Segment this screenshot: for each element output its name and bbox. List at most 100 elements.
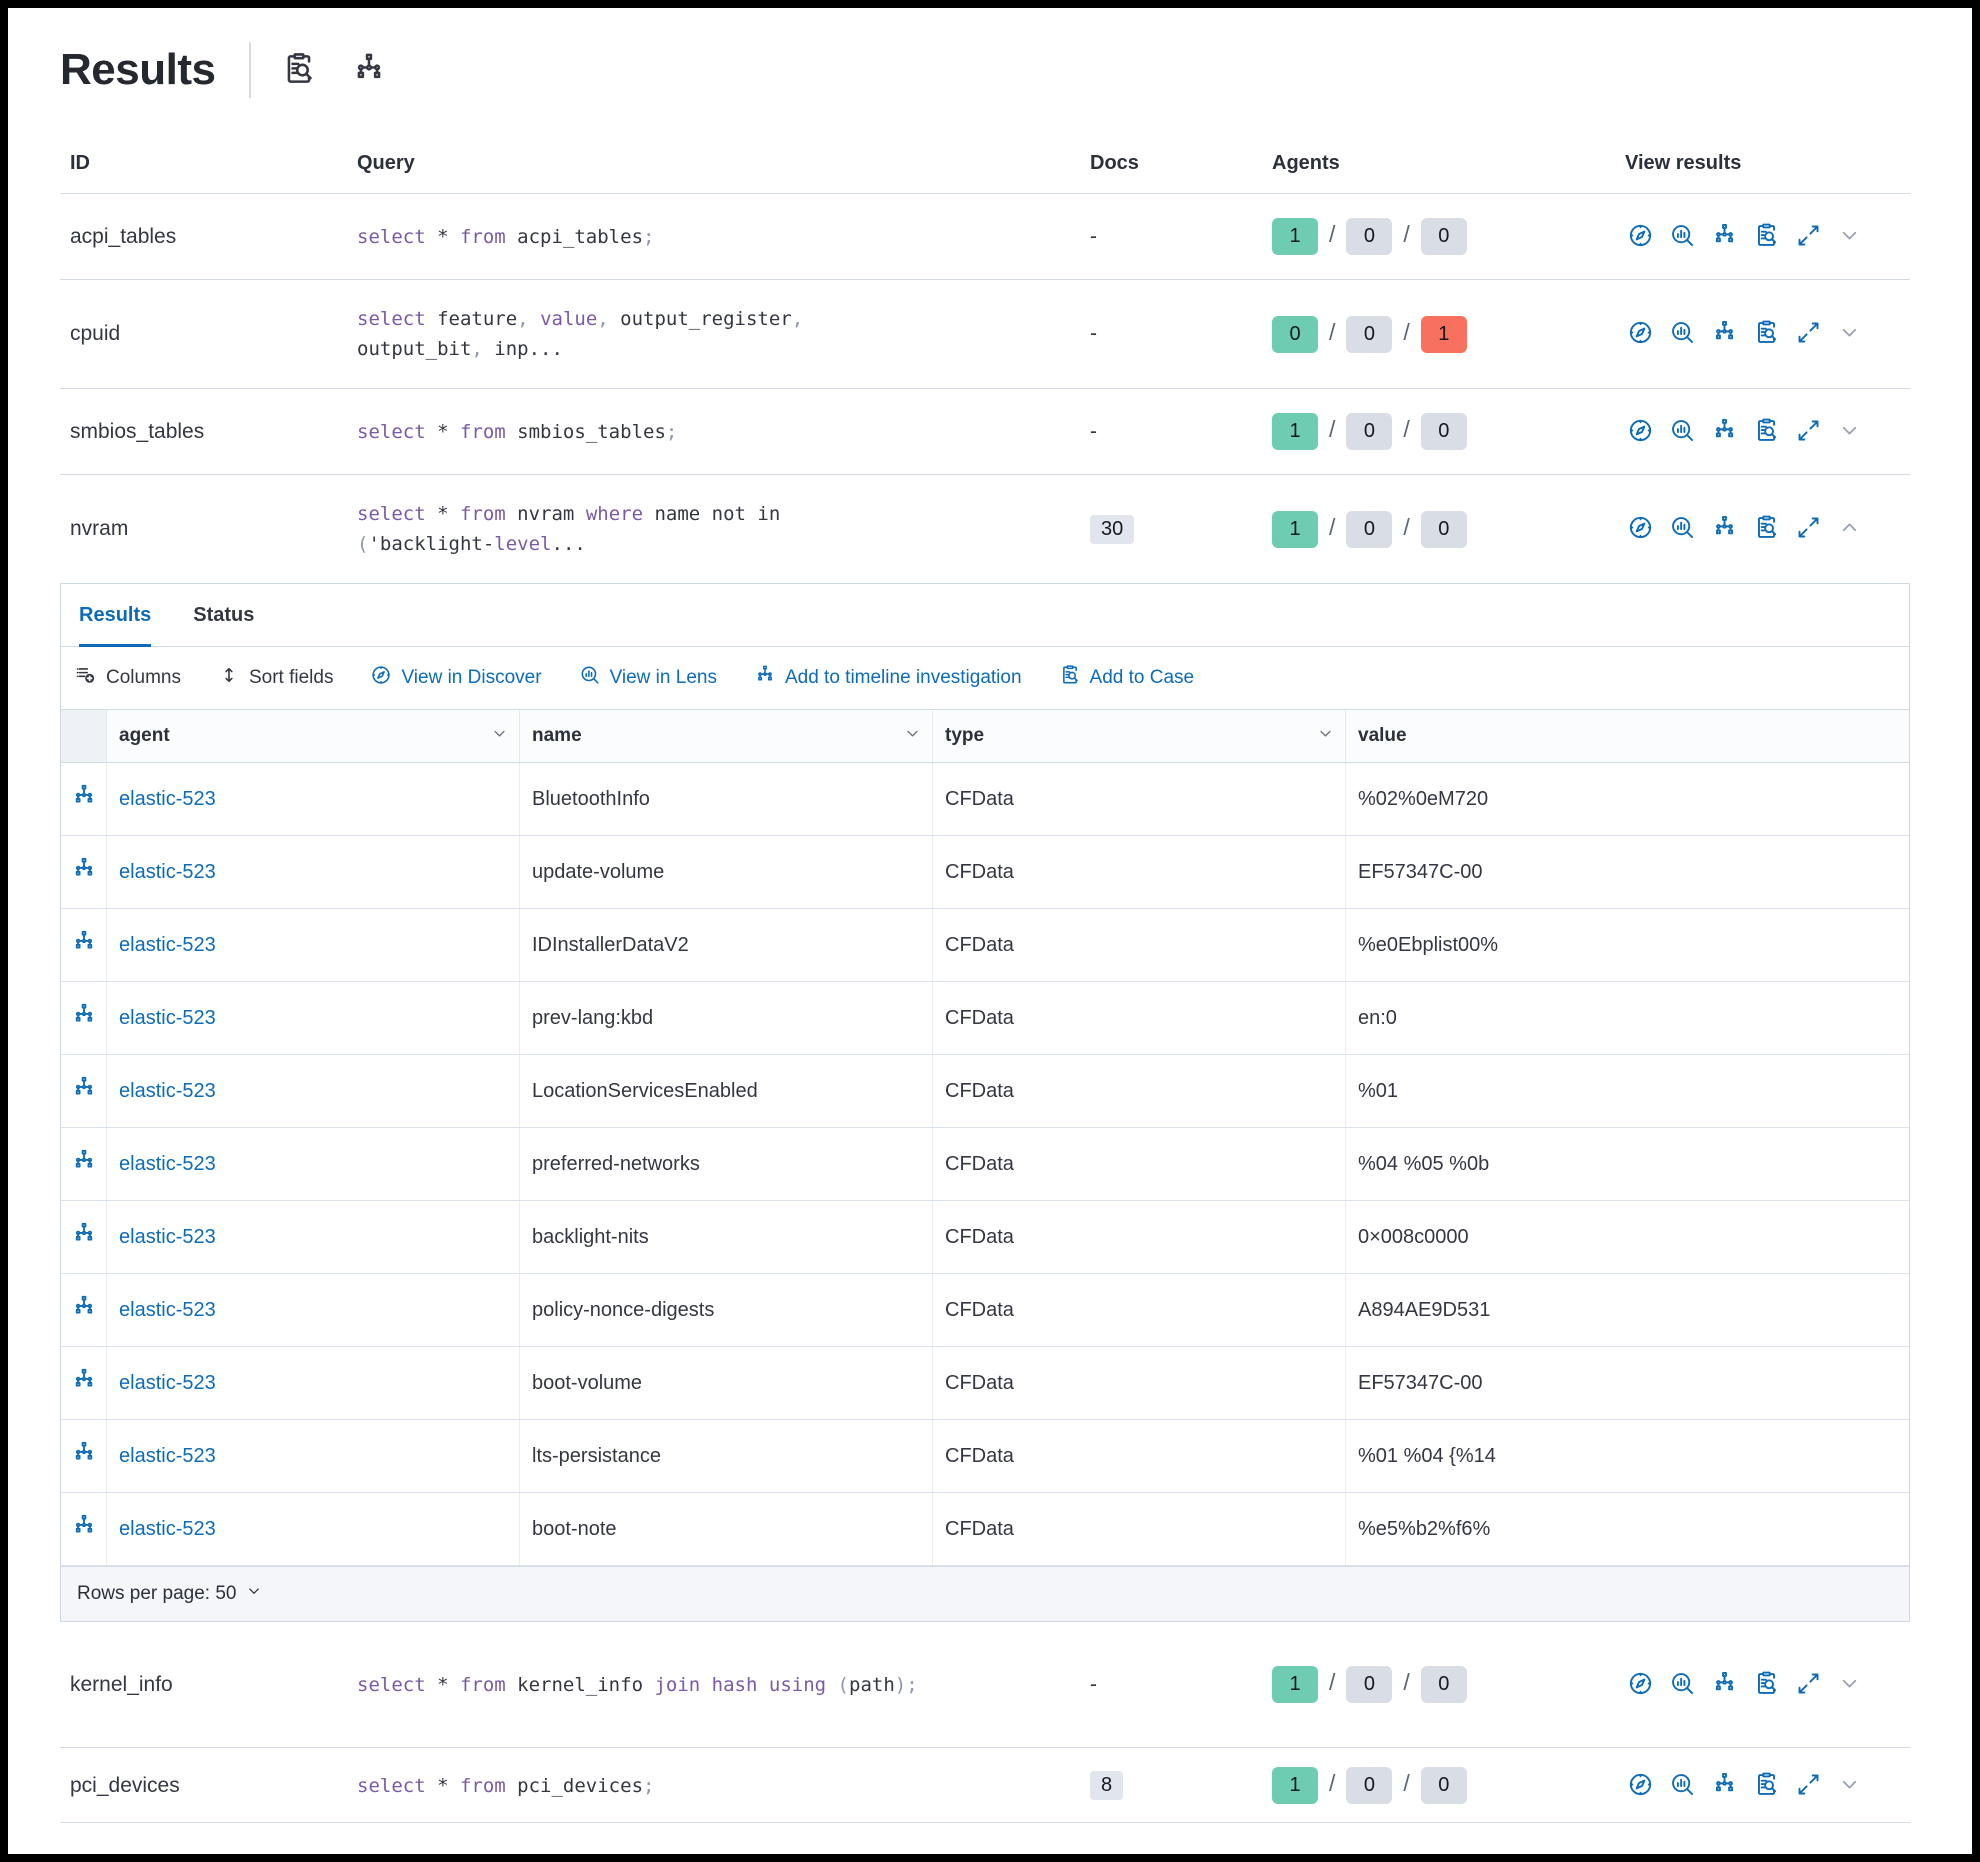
view-in-discover-button[interactable]	[1627, 417, 1654, 447]
add-to-case-button[interactable]	[1753, 417, 1780, 447]
clipboard-search-icon	[1753, 417, 1780, 447]
row-actions-cell[interactable]	[61, 1055, 107, 1127]
expand-icon	[1795, 514, 1822, 544]
tab-status[interactable]: Status	[193, 604, 254, 647]
column-header-name[interactable]: name	[520, 710, 933, 762]
clipboard-search-icon	[1753, 1771, 1780, 1801]
column-header-agents: Agents	[1272, 152, 1340, 174]
agent-link[interactable]: elastic-523	[119, 1225, 216, 1248]
column-header-view-results: View results	[1625, 152, 1742, 174]
view-in-lens-button[interactable]: View in Lens	[579, 664, 717, 692]
agent-link[interactable]: elastic-523	[119, 1298, 216, 1321]
expand-results-button[interactable]	[1795, 1670, 1822, 1700]
result-row: elastic-523 BluetoothInfo CFData %02%0eM720	[61, 763, 1909, 836]
expand-results-button[interactable]	[1795, 514, 1822, 544]
agent-cell: elastic-523	[107, 1347, 520, 1419]
agent-link[interactable]: elastic-523	[119, 1517, 216, 1540]
agent-link[interactable]: elastic-523	[119, 1152, 216, 1175]
expand-row-button[interactable]	[1837, 320, 1862, 348]
view-in-discover-button[interactable]	[1627, 1670, 1654, 1700]
chevron-down-icon	[1837, 1772, 1862, 1800]
actions-column-header	[61, 710, 107, 762]
agents-status: 0 / 0 / 1	[1262, 315, 1615, 353]
expand-row-button[interactable]	[1837, 418, 1862, 446]
view-in-discover-button[interactable]	[1627, 319, 1654, 349]
add-to-timeline-button[interactable]	[1711, 1670, 1738, 1700]
expand-results-button[interactable]	[1795, 319, 1822, 349]
add-to-timeline-button[interactable]	[1711, 319, 1738, 349]
agent-link[interactable]: elastic-523	[119, 860, 216, 883]
view-in-lens-button[interactable]	[1669, 222, 1696, 252]
expand-row-button[interactable]	[1837, 1772, 1862, 1800]
columns-button[interactable]: Columns	[75, 664, 181, 692]
row-actions-cell[interactable]	[61, 909, 107, 981]
clipboard-search-icon	[1059, 664, 1081, 692]
agent-link[interactable]: elastic-523	[119, 1006, 216, 1029]
agent-link[interactable]: elastic-523	[119, 933, 216, 956]
add-to-timeline-button[interactable]	[1711, 222, 1738, 252]
add-to-case-button[interactable]	[1753, 1670, 1780, 1700]
expand-results-button[interactable]	[1795, 222, 1822, 252]
sort-fields-button[interactable]: Sort fields	[218, 664, 333, 692]
add-to-case-button[interactable]	[1753, 319, 1780, 349]
type-cell: CFData	[933, 836, 1346, 908]
chevron-down-icon	[903, 724, 922, 749]
agent-link[interactable]: elastic-523	[119, 1371, 216, 1394]
agents-pending-badge: 0	[1346, 413, 1393, 450]
agent-link[interactable]: elastic-523	[119, 1444, 216, 1467]
view-in-lens-button[interactable]	[1669, 1771, 1696, 1801]
add-to-timeline-button[interactable]	[1711, 417, 1738, 447]
agent-link[interactable]: elastic-523	[119, 1079, 216, 1102]
clipboard-search-icon	[1753, 319, 1780, 349]
view-in-lens-button[interactable]	[1669, 417, 1696, 447]
add-to-case-button[interactable]: Add to Case	[1059, 664, 1194, 692]
view-in-lens-button[interactable]	[1669, 1670, 1696, 1700]
row-actions-cell[interactable]	[61, 1128, 107, 1200]
row-actions-cell[interactable]	[61, 1420, 107, 1492]
agent-link[interactable]: elastic-523	[119, 787, 216, 810]
row-actions-cell[interactable]	[61, 1274, 107, 1346]
add-to-timeline-button[interactable]: Add to timeline investigation	[754, 664, 1022, 692]
agents-separator: /	[1329, 221, 1336, 247]
timeline-tree-icon	[71, 783, 97, 815]
collapse-row-button[interactable]	[1837, 515, 1862, 543]
timeline-button[interactable]	[351, 51, 387, 90]
expand-results-button[interactable]	[1795, 1771, 1822, 1801]
expand-row-button[interactable]	[1837, 223, 1862, 251]
view-in-lens-button[interactable]	[1669, 514, 1696, 544]
expand-results-button[interactable]	[1795, 417, 1822, 447]
column-header-type[interactable]: type	[933, 710, 1346, 762]
view-in-discover-button[interactable]	[1627, 1771, 1654, 1801]
inspect-results-button[interactable]	[281, 51, 317, 90]
add-to-timeline-button[interactable]	[1711, 1771, 1738, 1801]
column-header-value[interactable]: value	[1346, 710, 1909, 762]
column-header-agent[interactable]: agent	[107, 710, 520, 762]
rows-per-page-button[interactable]: Rows per page: 50	[77, 1582, 263, 1606]
row-actions-cell[interactable]	[61, 982, 107, 1054]
view-in-lens-button[interactable]	[1669, 319, 1696, 349]
expand-row-button[interactable]	[1837, 1671, 1862, 1699]
view-in-discover-button[interactable]	[1627, 222, 1654, 252]
query-id: smbios_tables	[70, 419, 205, 443]
row-actions-cell[interactable]	[61, 1347, 107, 1419]
result-row: elastic-523 boot-volume CFData EF57347C-00	[61, 1347, 1909, 1420]
row-actions-cell[interactable]	[61, 1201, 107, 1273]
add-to-case-button[interactable]	[1753, 1771, 1780, 1801]
add-to-case-button[interactable]	[1753, 222, 1780, 252]
expand-icon	[1795, 417, 1822, 447]
name-cell: prev-lang:kbd	[520, 982, 933, 1054]
row-actions-cell[interactable]	[61, 763, 107, 835]
results-tabs: Results Status	[61, 584, 1909, 647]
query-id: acpi_tables	[70, 224, 177, 248]
query-sql: select * from smbios_tables;	[357, 420, 678, 443]
agent-cell: elastic-523	[107, 982, 520, 1054]
columns-icon	[75, 664, 97, 692]
add-to-timeline-button[interactable]	[1711, 514, 1738, 544]
tab-results[interactable]: Results	[79, 604, 152, 647]
row-actions-cell[interactable]	[61, 1493, 107, 1565]
add-to-case-button[interactable]	[1753, 514, 1780, 544]
view-in-discover-button[interactable]	[1627, 514, 1654, 544]
view-in-discover-button[interactable]: View in Discover	[370, 664, 542, 692]
agents-pending-badge: 0	[1346, 1666, 1393, 1703]
row-actions-cell[interactable]	[61, 836, 107, 908]
